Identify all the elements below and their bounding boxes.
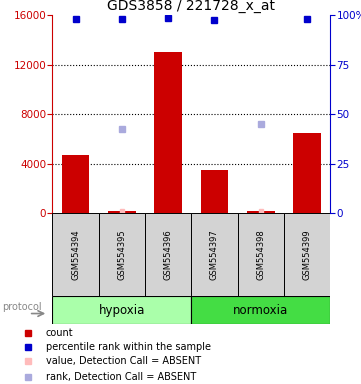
Text: GSM554399: GSM554399 (303, 229, 312, 280)
Text: percentile rank within the sample: percentile rank within the sample (46, 342, 211, 352)
Text: GSM554395: GSM554395 (117, 229, 126, 280)
Bar (108, 211, 136, 213)
Bar (154, 53, 182, 213)
Bar (145, 213, 191, 296)
Text: protocol: protocol (3, 301, 42, 312)
Bar (191, 213, 238, 296)
Bar (247, 211, 275, 213)
Bar (293, 133, 321, 213)
Bar (201, 170, 229, 213)
Text: value, Detection Call = ABSENT: value, Detection Call = ABSENT (46, 356, 201, 366)
Text: hypoxia: hypoxia (99, 304, 145, 316)
Text: GSM554397: GSM554397 (210, 229, 219, 280)
Bar (52, 296, 191, 324)
Bar (52, 213, 99, 296)
Bar (238, 213, 284, 296)
Bar (191, 296, 330, 324)
Title: GDS3858 / 221728_x_at: GDS3858 / 221728_x_at (107, 0, 275, 13)
Bar (284, 213, 330, 296)
Bar (99, 213, 145, 296)
Bar (62, 155, 90, 213)
Text: rank, Detection Call = ABSENT: rank, Detection Call = ABSENT (46, 372, 196, 382)
Text: GSM554398: GSM554398 (256, 229, 265, 280)
Text: normoxia: normoxia (233, 304, 288, 316)
Text: GSM554394: GSM554394 (71, 229, 80, 280)
Text: count: count (46, 328, 74, 338)
Text: GSM554396: GSM554396 (164, 229, 173, 280)
